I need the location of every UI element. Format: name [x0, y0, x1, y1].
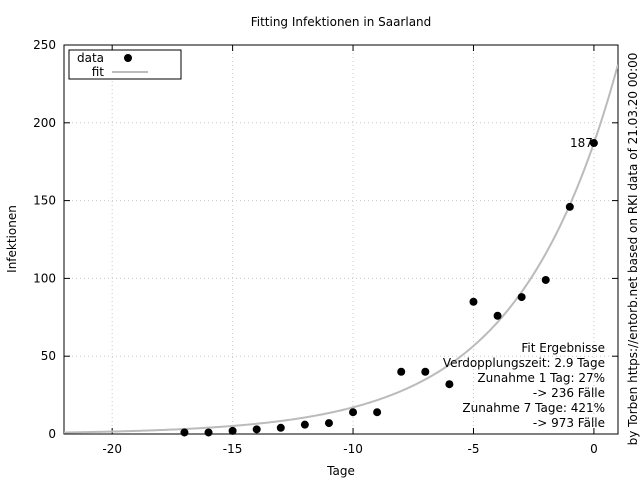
data-point — [445, 380, 454, 389]
data-point — [349, 408, 358, 417]
fit-results-line: -> 973 Fälle — [533, 416, 605, 430]
fit-results-line: Verdopplungszeit: 2.9 Tage — [443, 356, 605, 370]
x-axis-label: Tage — [326, 464, 355, 478]
x-tick-label: -20 — [102, 442, 122, 456]
last-point-data-label: 187 — [570, 136, 593, 150]
data-point — [469, 297, 478, 306]
y-tick-label: 200 — [33, 116, 56, 130]
y-tick-label: 150 — [33, 194, 56, 208]
fit-results-line: Zunahme 7 Tage: 421% — [462, 401, 605, 415]
x-tick-label: -10 — [343, 442, 363, 456]
y-axis-label: Infektionen — [5, 205, 19, 273]
y-tick-label: 250 — [33, 38, 56, 52]
data-point — [589, 139, 598, 148]
data-point — [300, 420, 309, 429]
fit-results-line: Fit Ergebnisse — [521, 341, 605, 355]
data-point — [517, 293, 526, 302]
axis-ticks: -20 -15 -10 -5 0 0 50 100 150 200 250 — [33, 38, 618, 456]
x-tick-label: -5 — [467, 442, 479, 456]
data-point — [493, 311, 502, 320]
legend: data fit — [68, 49, 182, 80]
data-points — [180, 139, 598, 437]
fit-curve — [64, 64, 618, 434]
fit-results-line: Zunahme 1 Tag: 27% — [477, 371, 605, 385]
data-point — [541, 275, 550, 284]
data-point — [204, 428, 213, 437]
x-tick-label: 0 — [590, 442, 598, 456]
y-tick-label: 50 — [41, 349, 56, 363]
chart-title: Fitting Infektionen in Saarland — [251, 15, 432, 29]
legend-label-data: data — [77, 51, 104, 65]
fit-results-box: Fit Ergebnisse Verdopplungszeit: 2.9 Tag… — [443, 341, 605, 430]
data-point — [324, 419, 333, 428]
x-tick-label: -15 — [223, 442, 243, 456]
y-tick-label: 100 — [33, 271, 56, 285]
fit-results-line: -> 236 Fälle — [533, 386, 605, 400]
data-point — [421, 367, 430, 376]
data-point — [180, 428, 189, 437]
plot-frame — [63, 44, 619, 435]
data-point — [228, 426, 237, 435]
data-point — [252, 425, 261, 434]
y-tick-label: 0 — [48, 427, 56, 441]
data-point — [276, 423, 285, 432]
data-point — [397, 367, 406, 376]
data-point — [373, 408, 382, 417]
legend-marker-data — [124, 54, 132, 62]
legend-label-fit: fit — [92, 65, 105, 79]
data-point — [565, 202, 574, 211]
legend-box — [68, 49, 182, 80]
source-credit-label: by Torben https://entorb.net based on RK… — [626, 53, 640, 446]
